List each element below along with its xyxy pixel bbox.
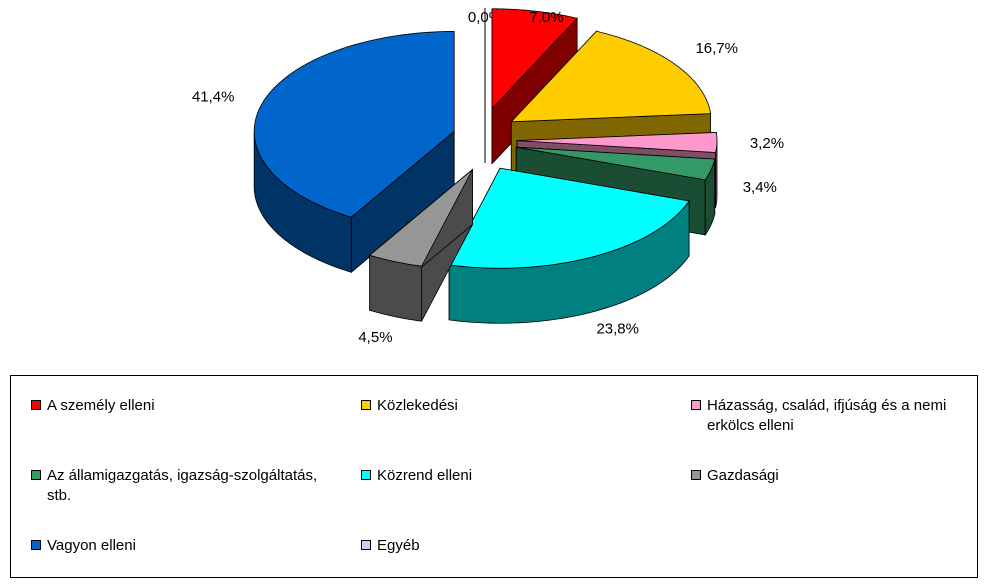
- legend-item: A személy elleni: [31, 396, 331, 416]
- slice-top: [516, 132, 718, 153]
- legend: A személy elleni Közlekedési Házasság, csa…: [10, 375, 978, 578]
- data-label: 41,4%: [192, 88, 235, 105]
- legend-item: Az államigazgatás, igazság-szolgáltatás,…: [31, 466, 331, 506]
- legend-swatch: [361, 470, 371, 480]
- pie-slice: [253, 31, 455, 274]
- slice-top: [368, 169, 473, 267]
- slice-top: [491, 8, 578, 110]
- data-label: 3,2%: [750, 135, 784, 152]
- legend-label: Az államigazgatás, igazság-szolgáltatás,…: [47, 467, 318, 504]
- legend-swatch: [31, 400, 41, 410]
- legend-label: Gazdasági: [707, 467, 779, 484]
- legend-swatch: [361, 540, 371, 550]
- legend-item: Közlekedési: [361, 396, 661, 416]
- legend-swatch: [691, 400, 701, 410]
- data-label: 7,0%: [529, 9, 563, 26]
- legend-item: Egyéb: [361, 536, 661, 556]
- chart: 0,0% 7,0%16,7%41,4%3,2%3,4%23,8%4,5%: [192, 8, 784, 346]
- data-label: 16,7%: [695, 40, 738, 57]
- pie-slice: [368, 168, 473, 322]
- legend-swatch: [361, 400, 371, 410]
- pie-slice: [448, 167, 690, 324]
- slice-top: [516, 146, 716, 181]
- legend-label: A személy elleni: [47, 397, 155, 414]
- legend-swatch: [691, 470, 701, 480]
- legend-label: Közlekedési: [377, 397, 458, 414]
- legend-label: Házasság, család, ifjúság és a nemi erkö…: [707, 397, 947, 434]
- legend-label: Vagyon elleni: [47, 537, 136, 554]
- data-label: 3,4%: [743, 179, 777, 196]
- legend-item: Gazdasági: [691, 466, 986, 486]
- legend-label: Egyéb: [377, 537, 420, 554]
- legend-swatch: [31, 470, 41, 480]
- slice-top: [510, 30, 712, 123]
- data-label: 23,8%: [596, 321, 639, 338]
- data-label: 4,5%: [358, 329, 392, 346]
- legend-swatch: [31, 540, 41, 550]
- legend-item: Közrend elleni: [361, 466, 661, 486]
- slice-top: [448, 167, 690, 269]
- legend-label: Közrend elleni: [377, 467, 473, 484]
- slice-top: [253, 31, 455, 218]
- legend-item: Házasság, család, ifjúság és a nemi erkö…: [691, 396, 986, 436]
- legend-item: Vagyon elleni: [31, 536, 331, 556]
